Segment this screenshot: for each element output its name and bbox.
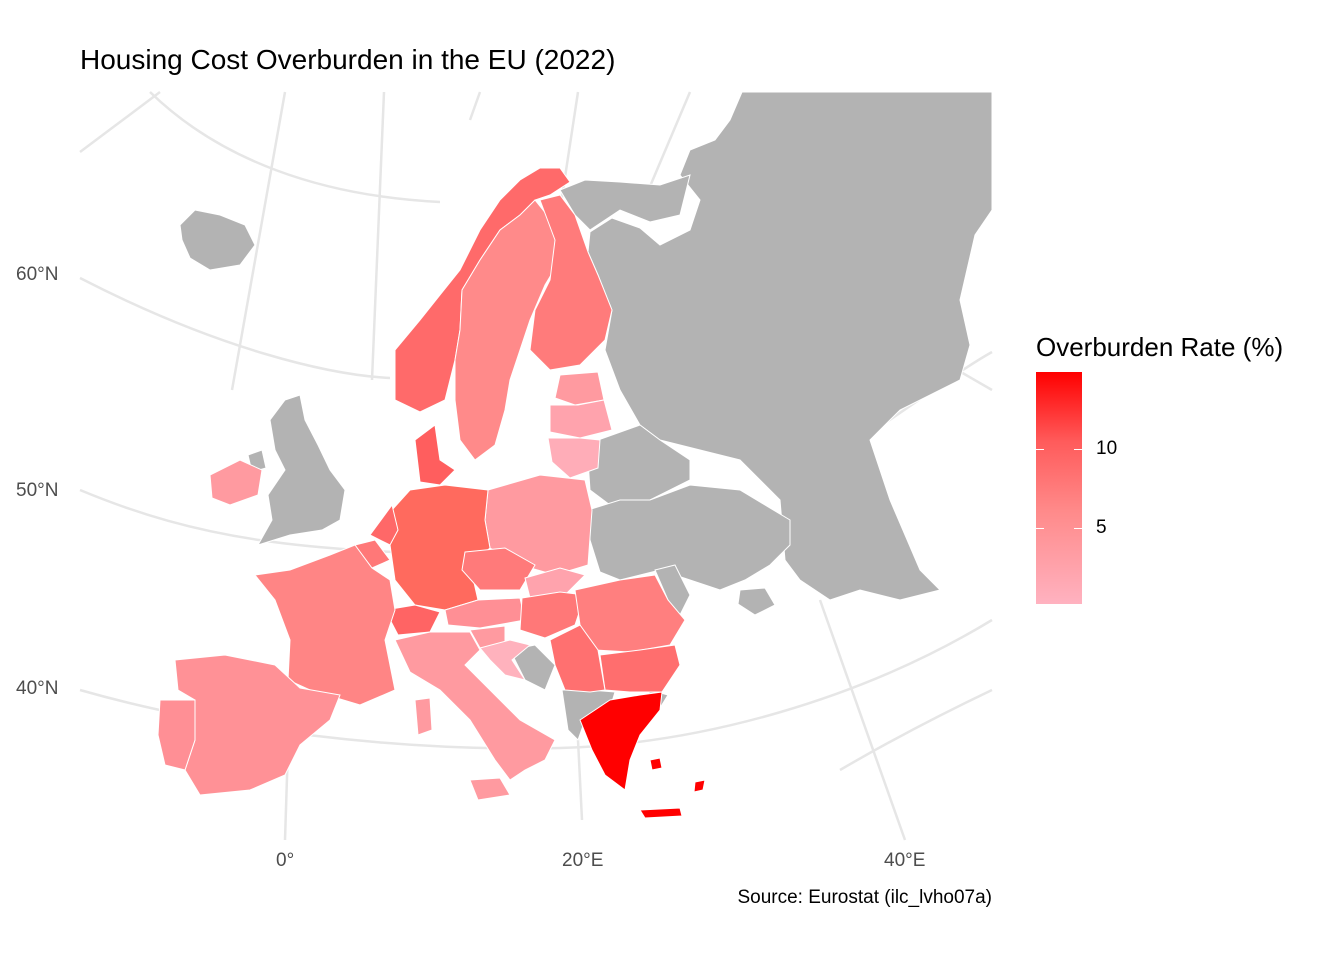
graticule-meridian (79, 91, 161, 153)
region-russia (587, 91, 993, 601)
graticule-meridian (230, 91, 287, 391)
region-estonia (554, 371, 605, 406)
lat-label-60: 60°N (16, 264, 59, 285)
region-bosnia (509, 644, 556, 691)
region-belarus (587, 424, 691, 506)
legend-tick-mark (1074, 528, 1082, 529)
graticule-parallel (839, 688, 993, 772)
legend-tick-mark (1036, 528, 1044, 529)
legend-label-10: 10 (1096, 438, 1118, 459)
page-title: Housing Cost Overburden in the EU (2022) (80, 44, 616, 75)
graticule-parallel (79, 276, 391, 380)
region-portugal (157, 699, 196, 771)
graticule-meridian (370, 91, 386, 381)
graticule-meridian (468, 91, 482, 121)
region-kola (559, 174, 691, 231)
region-germany (389, 484, 491, 611)
graticule-parallel (149, 91, 441, 204)
region-bulgaria (599, 644, 681, 693)
region-iceland (179, 209, 256, 271)
lat-label-40: 40°N (16, 678, 59, 699)
region-croatia (479, 639, 532, 681)
region-crete (639, 807, 683, 819)
region-greece (579, 691, 663, 791)
region-slovakia (524, 567, 586, 599)
region-serbia (549, 624, 606, 693)
region-crimea (737, 587, 776, 616)
region-latvia (549, 399, 613, 439)
region-netherlands (369, 503, 399, 546)
region-italy (394, 631, 556, 781)
legend-tick-mark (1036, 449, 1044, 450)
region-france (254, 544, 396, 706)
region-czechia (461, 547, 536, 591)
region-ukraine (587, 484, 791, 591)
region-lithuania (547, 437, 601, 479)
lon-label-40e: 40°E (884, 850, 926, 871)
region-denmark (414, 424, 456, 486)
legend-title: Overburden Rate (%) (1036, 332, 1284, 362)
region-sweden (454, 199, 561, 461)
source-caption: Source: Eurostat (ilc_lvho07a) (737, 887, 992, 908)
graticule-meridian (818, 599, 907, 841)
region-ireland (209, 459, 263, 506)
region-aegean-islands (649, 757, 663, 771)
region-sardinia (414, 697, 433, 736)
lat-label-50: 50°N (16, 480, 59, 501)
region-finland (529, 194, 613, 371)
lon-label-20e: 20°E (562, 850, 604, 871)
region-cyprus-edge (693, 779, 706, 793)
legend-colorbar (1036, 372, 1082, 604)
legend-tick-mark (1074, 449, 1082, 450)
region-sicily (469, 777, 511, 801)
countries (157, 91, 993, 819)
lon-label-0: 0° (276, 850, 295, 871)
region-switzerland (384, 604, 441, 636)
region-uk (256, 394, 346, 546)
legend-label-5: 5 (1096, 517, 1107, 538)
region-hungary (519, 591, 586, 639)
